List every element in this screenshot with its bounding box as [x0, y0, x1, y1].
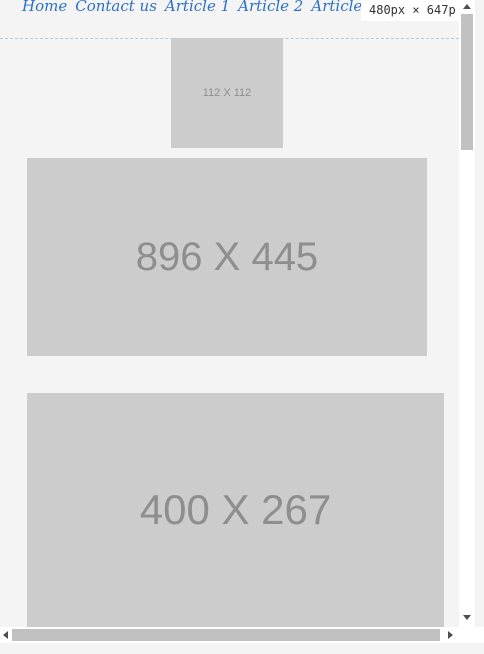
scroll-left-icon[interactable] [3, 631, 8, 639]
page-viewport: Home Contact us Article 1 Article 2 Arti… [0, 0, 459, 627]
horizontal-scrollbar[interactable] [0, 627, 459, 643]
vertical-scrollbar[interactable] [459, 0, 475, 627]
scroll-right-icon[interactable] [448, 631, 453, 639]
scrollbar-corner [459, 627, 484, 643]
side-edge-strip [475, 0, 484, 627]
top-nav: Home Contact us Article 1 Article 2 Arti… [22, 0, 408, 19]
nav-home-link[interactable]: Home [22, 0, 68, 15]
placeholder-image-wide: 896 X 445 [27, 158, 427, 356]
nav-article-2-link[interactable]: Article 2 [238, 0, 304, 15]
nav-article-3-link[interactable]: Article 3 [311, 0, 377, 15]
placeholder-image-small: 112 X 112 [171, 38, 283, 148]
nav-article-1-link[interactable]: Article 1 [164, 0, 231, 15]
scroll-up-icon[interactable] [463, 4, 471, 9]
scroll-down-icon[interactable] [463, 615, 471, 620]
nav-contact-link[interactable]: Contact us [75, 0, 157, 15]
placeholder-image-tall: 400 X 267 [27, 393, 444, 627]
vertical-scroll-thumb[interactable] [461, 14, 473, 150]
horizontal-scroll-thumb[interactable] [12, 629, 440, 641]
viewport-size-badge: 480px × 647p [361, 0, 459, 21]
bottom-strip [0, 643, 484, 654]
